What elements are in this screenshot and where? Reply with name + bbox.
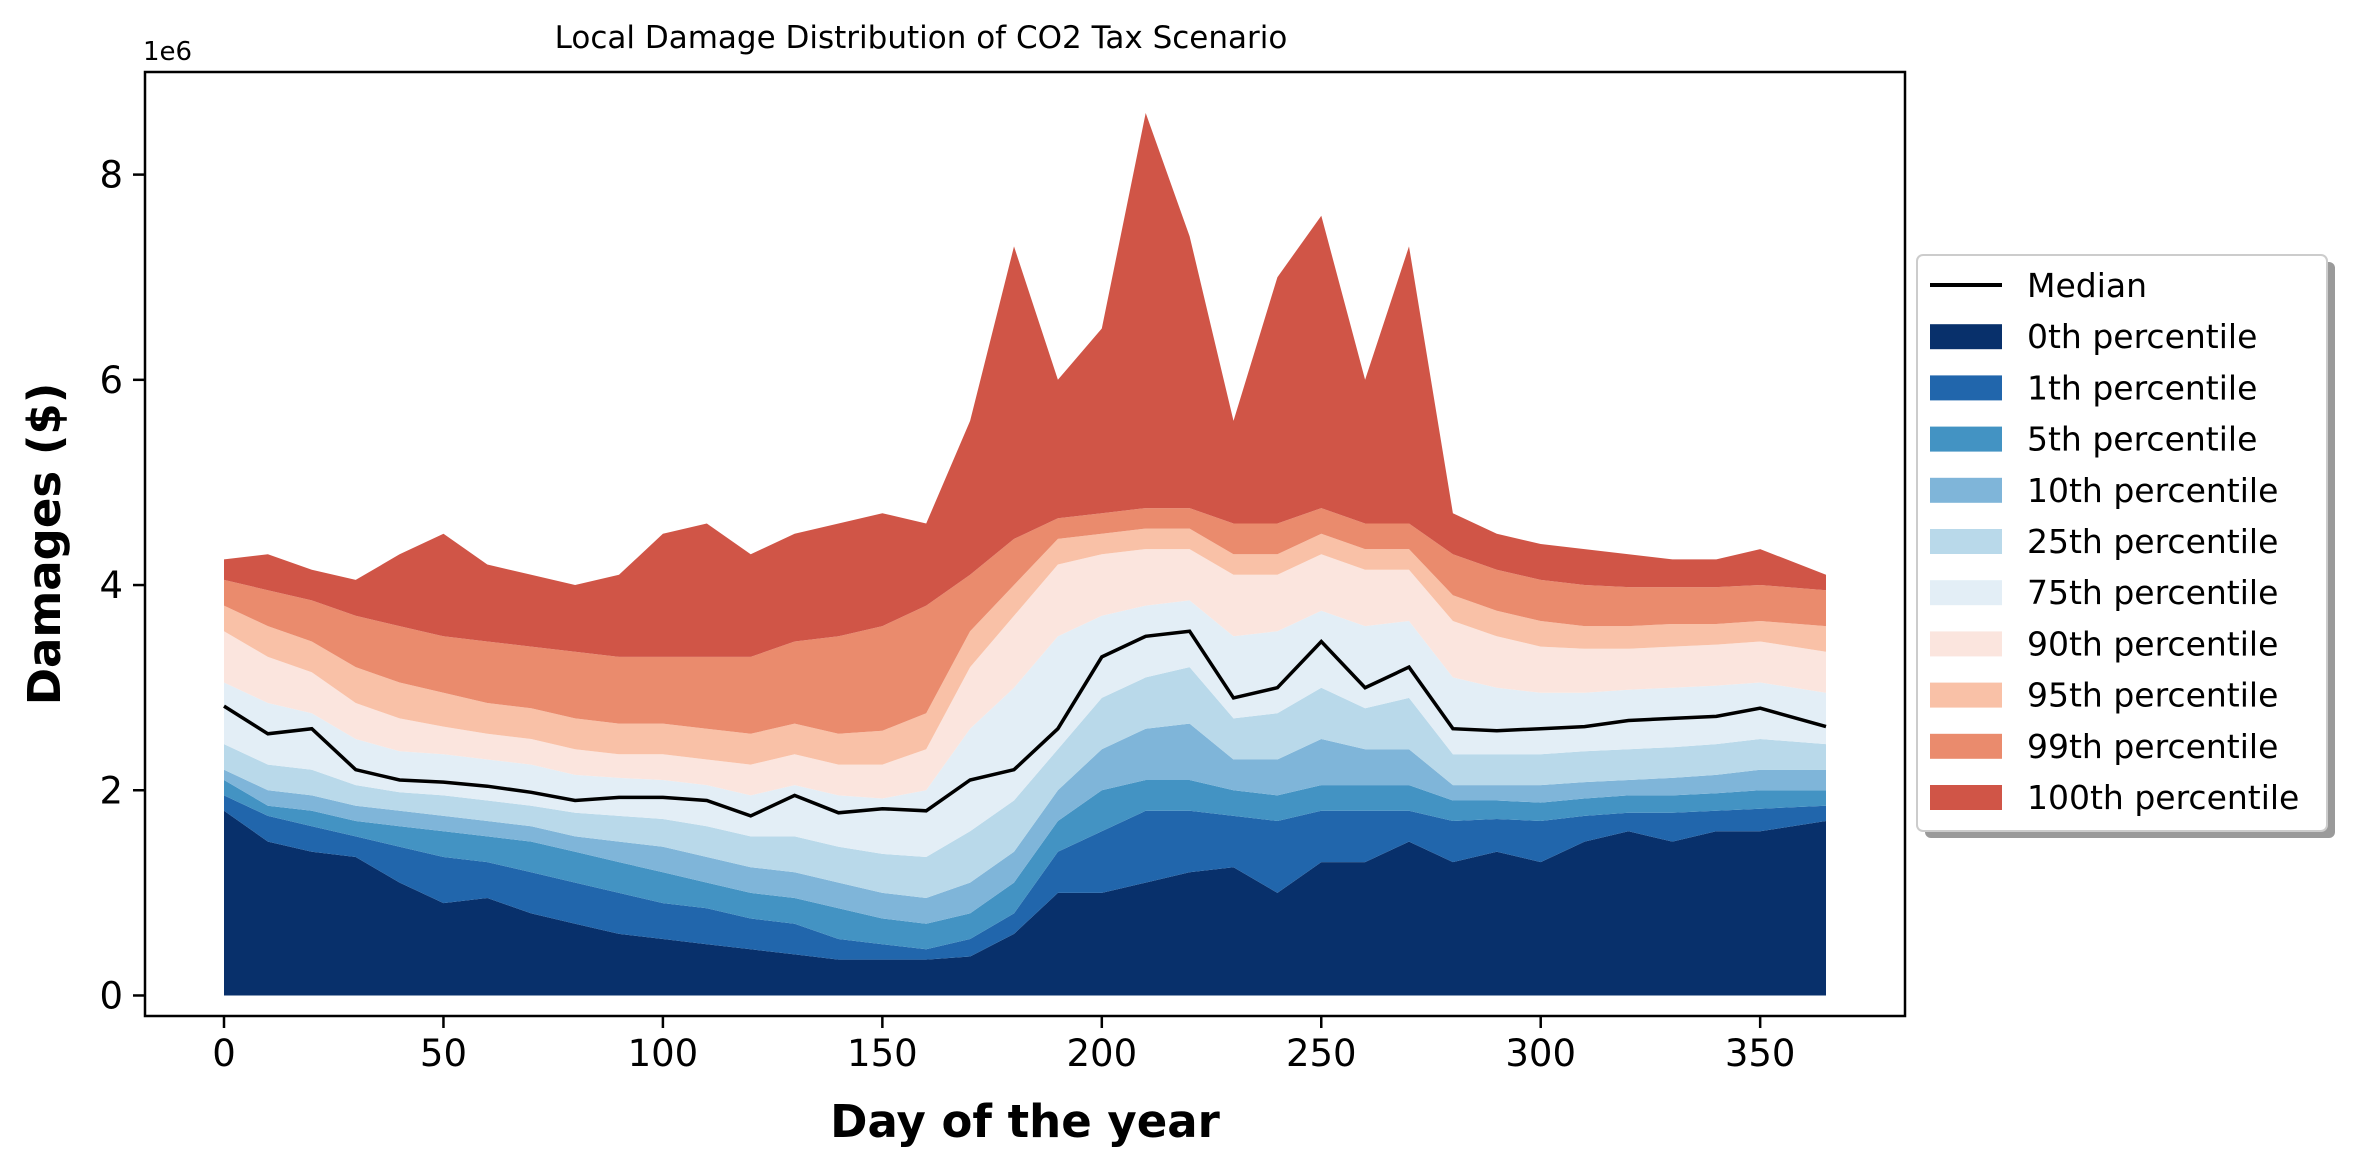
x-tick-label: 250 [1286, 1032, 1357, 1075]
x-tick-label: 150 [847, 1032, 918, 1075]
legend: Median 0th percentile 1th percentile 5th pe… [1916, 254, 2335, 838]
legend-swatch [1930, 375, 2002, 401]
legend-label: 10th percentile [2027, 471, 2278, 510]
area-5th-percentile [224, 780, 1826, 950]
y-tick-label: 0 [99, 974, 123, 1017]
legend-swatch [1930, 324, 2002, 350]
y-axis: 0 2 4 6 8 [99, 154, 145, 1017]
percentile-areas [224, 113, 1826, 996]
legend-swatch [1930, 785, 2002, 810]
y-tick-label: 6 [99, 359, 123, 402]
x-axis: 0 50 100 150 200 250 300 350 [212, 1016, 1795, 1075]
legend-swatch [1930, 529, 2002, 554]
x-tick-label: 0 [212, 1032, 236, 1075]
chart-title: Local Damage Distribution of CO2 Tax Sce… [555, 20, 1288, 56]
x-axis-label: Day of the year [830, 1095, 1220, 1148]
y-axis-label: Damages ($) [18, 383, 71, 706]
area-90th-percentile [224, 549, 1826, 799]
y-tick-label: 4 [99, 564, 123, 607]
legend-swatch [1930, 682, 2002, 708]
x-tick-label: 350 [1725, 1032, 1796, 1075]
legend-label: 100th percentile [2027, 778, 2299, 817]
area-25th-percentile [224, 667, 1826, 898]
x-tick-label: 50 [420, 1032, 467, 1075]
legend-label: 99th percentile [2027, 727, 2278, 766]
legend-label: 75th percentile [2027, 573, 2278, 612]
area-1th-percentile [224, 795, 1826, 960]
legend-box [1916, 254, 2328, 832]
area-10th-percentile [224, 723, 1826, 924]
x-tick-label: 300 [1505, 1032, 1576, 1075]
median-line [223, 629, 1827, 818]
legend-swatch [1930, 580, 2002, 606]
x-tick-label: 200 [1066, 1032, 1137, 1075]
area-0th-percentile [224, 810, 1826, 996]
legend-label: 25th percentile [2027, 522, 2278, 561]
x-tick-label: 100 [628, 1032, 699, 1075]
legend-label: 90th percentile [2027, 624, 2278, 663]
y-tick-label: 8 [99, 154, 123, 197]
legend-swatch [1930, 426, 2002, 452]
area-95th-percentile [224, 528, 1826, 765]
legend-label: 5th percentile [2027, 420, 2257, 459]
area-99th-percentile [224, 508, 1826, 734]
area-75th-percentile [224, 600, 1826, 857]
y-offset-label: 1e6 [143, 37, 192, 67]
legend-label: 95th percentile [2027, 676, 2278, 715]
legend-label: 1th percentile [2027, 368, 2257, 407]
legend-swatch [1930, 631, 2002, 657]
legend-items: Median 0th percentile 1th percentile 5th pe… [1930, 266, 2299, 817]
legend-swatch [1930, 477, 2002, 503]
area-100th-percentile [224, 113, 1826, 657]
plot-frame [143, 70, 1907, 1018]
legend-swatch [1930, 733, 2002, 759]
y-tick-label: 2 [99, 769, 123, 812]
legend-label: 0th percentile [2027, 317, 2257, 356]
legend-label: Median [2027, 266, 2147, 305]
